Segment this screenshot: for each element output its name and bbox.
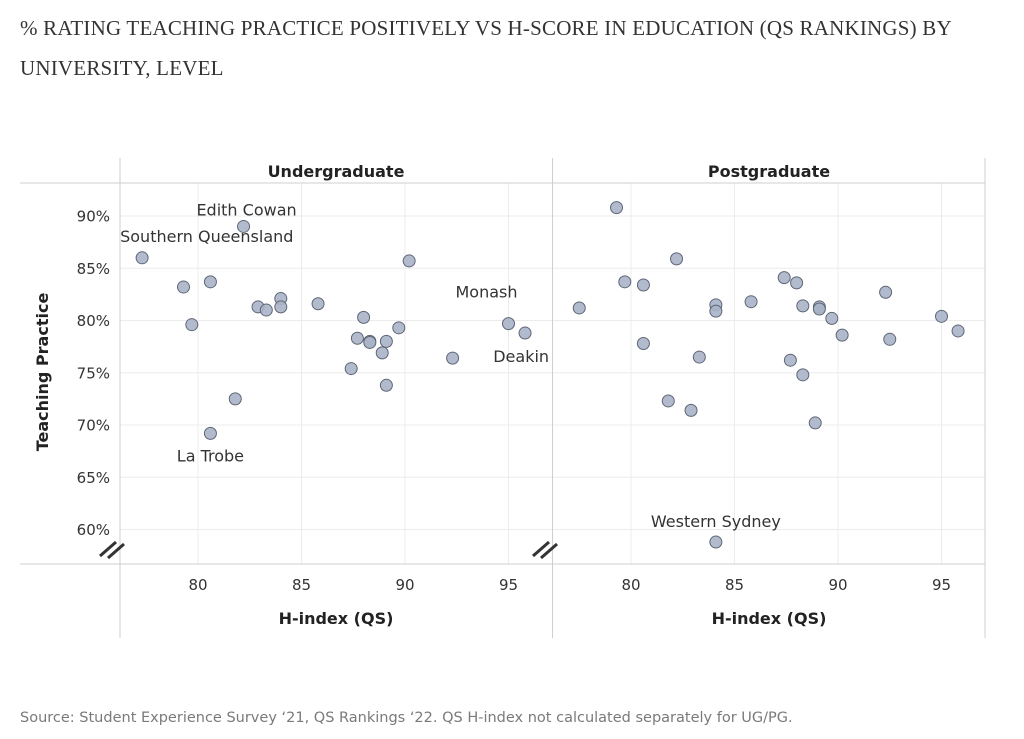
axis-break-mark (107, 542, 125, 560)
axis-break-mark (99, 540, 117, 558)
point-annotation: Deakin (493, 347, 549, 366)
data-point (812, 302, 826, 316)
data-point (518, 326, 532, 340)
x-tick-label: 80 (621, 576, 640, 594)
x-tick-label: 95 (499, 576, 518, 594)
data-point (709, 535, 723, 549)
data-point (311, 297, 325, 311)
x-tick-label: 85 (292, 576, 311, 594)
data-point (610, 201, 624, 215)
data-point (744, 295, 758, 309)
data-point (825, 311, 839, 325)
data-point (796, 299, 810, 313)
y-tick-label: 75% (77, 364, 110, 382)
data-point (344, 362, 358, 376)
data-point (709, 304, 723, 318)
data-point (259, 303, 273, 317)
data-point (777, 271, 791, 285)
panel-label-postgraduate: Postgraduate (708, 162, 830, 181)
data-point (177, 280, 191, 294)
data-point (350, 331, 364, 345)
x-axis-title: H-index (QS) (279, 609, 394, 628)
data-point (392, 321, 406, 335)
point-annotation: Southern Queensland (120, 227, 293, 246)
data-point (228, 392, 242, 406)
y-tick-label: 85% (77, 260, 110, 278)
data-point (951, 324, 965, 338)
point-annotation: Edith Cowan (196, 200, 296, 219)
x-axis-title: H-index (QS) (712, 609, 827, 628)
data-point (790, 276, 804, 290)
data-point (783, 353, 797, 367)
data-point (618, 275, 632, 289)
panel-label-undergraduate: Undergraduate (268, 162, 405, 181)
data-point (636, 278, 650, 292)
data-point (796, 368, 810, 382)
x-tick-label: 85 (725, 576, 744, 594)
data-point (237, 219, 251, 233)
data-point (572, 301, 586, 315)
x-tick-label: 90 (395, 576, 414, 594)
y-tick-label: 60% (77, 521, 110, 539)
data-point (670, 252, 684, 266)
chart-title: % RATING TEACHING PRACTICE POSITIVELY VS… (20, 16, 952, 80)
point-annotation: La Trobe (177, 446, 244, 465)
point-annotation: Monash (455, 283, 517, 302)
data-point (274, 300, 288, 314)
data-point (661, 394, 675, 408)
y-tick-label: 90% (77, 208, 110, 226)
data-point (379, 334, 393, 348)
axis-break-mark (540, 542, 558, 560)
y-axis-title: Teaching Practice (33, 293, 52, 452)
y-tick-label: 65% (77, 469, 110, 487)
data-point (692, 350, 706, 364)
axis-break-mark (532, 540, 550, 558)
data-point (375, 346, 389, 360)
data-point (379, 378, 393, 392)
data-point (835, 328, 849, 342)
data-point (502, 317, 515, 331)
source-note: Source: Student Experience Survey ‘21, Q… (20, 710, 793, 726)
data-point (883, 332, 897, 346)
x-tick-label: 90 (828, 576, 847, 594)
data-point (402, 254, 416, 268)
data-point (363, 335, 377, 349)
data-point (879, 285, 893, 299)
data-point (185, 318, 199, 332)
point-annotation: Western Sydney (651, 512, 781, 531)
data-point (203, 426, 217, 440)
data-point (446, 351, 460, 365)
data-point (808, 416, 822, 430)
data-point (203, 275, 217, 289)
data-point (935, 309, 948, 323)
scatter-chart: Undergraduate Postgraduate 60% 65% 70% 75% 80%… (20, 158, 986, 638)
data-point (636, 336, 650, 350)
data-point (684, 403, 698, 417)
x-tick-label: 80 (188, 576, 207, 594)
y-tick-label: 70% (77, 417, 110, 435)
data-point (357, 310, 371, 324)
y-tick-label: 80% (77, 312, 110, 330)
x-tick-label: 95 (932, 576, 951, 594)
data-point (135, 251, 149, 265)
